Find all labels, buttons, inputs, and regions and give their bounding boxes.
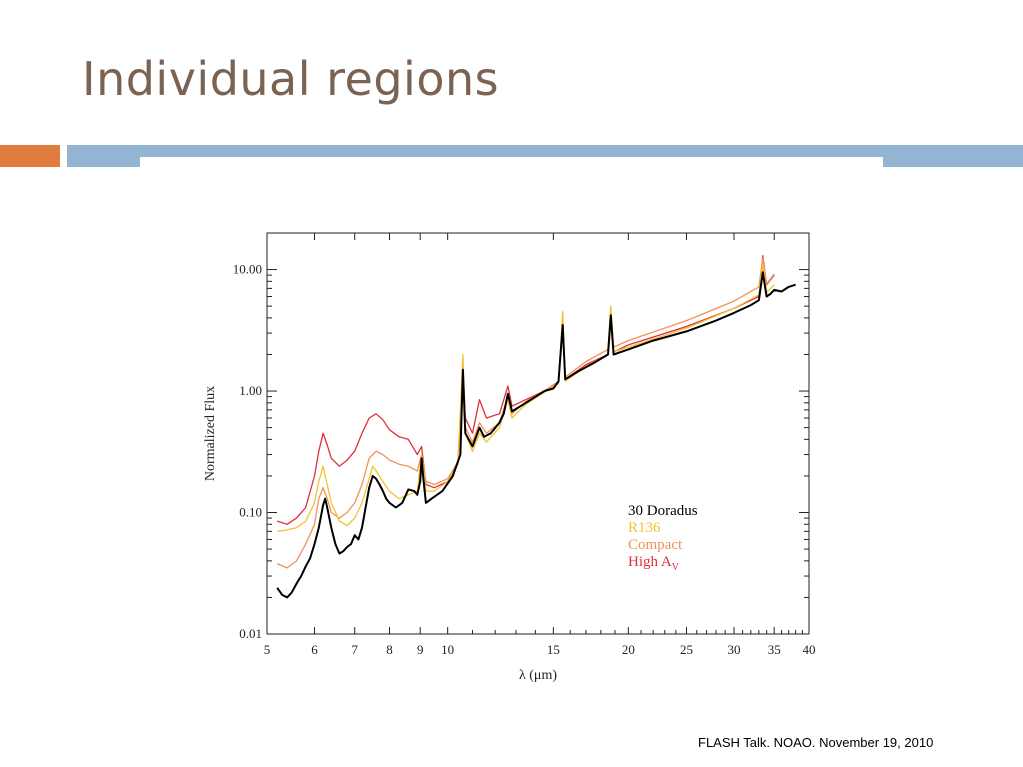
x-tick-label: 25 [680,642,693,657]
x-tick-label: 10 [441,642,454,657]
slide-title: Individual regions [82,52,499,106]
series-line-30-doradus [277,272,795,597]
x-tick-label: 30 [728,642,741,657]
legend-entry-r136: R136 [628,520,661,536]
plot-border [267,233,809,634]
accent-bar-orange [0,145,60,167]
slide-footer: FLASH Talk. NOAO. November 19, 2010 [698,735,933,750]
legend-entry-compact: Compact [628,537,683,553]
series-line-high-a [277,256,774,525]
accent-bar-blue-right [883,145,1023,167]
legend-entry-30-doradus: 30 Doradus [628,503,698,519]
series-line-r136 [277,265,774,532]
accent-bar-blue-middle [140,145,883,157]
spectrum-chart: 5 6 7 8 9 10 15 20 25 30 35 40 0.01 0.10 1.00 10.00 λ … [190,215,830,695]
y-tick-labels: 0.01 0.10 1.00 10.00 [233,262,262,641]
axis-ticks [267,233,809,634]
y-tick-label: 0.01 [239,626,262,641]
x-tick-label: 20 [622,642,635,657]
accent-bar-blue-left [67,145,140,167]
x-tick-label: 8 [386,642,393,657]
x-tick-labels: 5 6 7 8 9 10 15 20 25 30 35 40 [264,642,816,657]
x-tick-label: 5 [264,642,271,657]
x-tick-label: 7 [351,642,358,657]
plot-frame [267,233,809,634]
x-axis-label: λ (μm) [519,668,557,683]
x-tick-label: 15 [547,642,560,657]
y-tick-label: 0.10 [239,505,262,520]
y-axis-label: Normalized Flux [203,386,218,481]
y-tick-label: 10.00 [233,262,262,277]
legend-entry-high-a: High AV [628,554,680,573]
y-tick-label: 1.00 [239,383,262,398]
x-tick-label: 6 [311,642,318,657]
series-lines [277,256,795,598]
x-tick-label: 40 [803,642,816,657]
x-tick-label: 35 [768,642,781,657]
x-tick-label: 9 [417,642,424,657]
